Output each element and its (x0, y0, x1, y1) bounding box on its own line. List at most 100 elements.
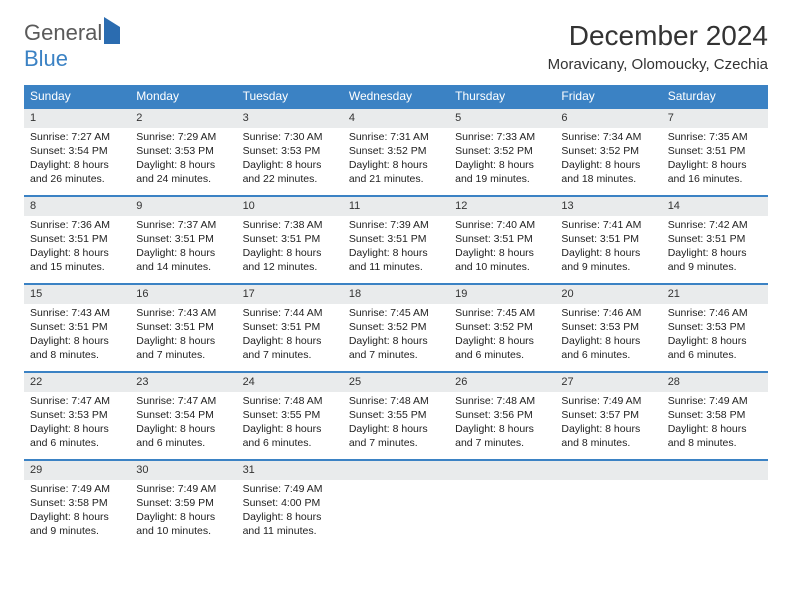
day-number (449, 461, 555, 480)
calendar-cell: 16Sunrise: 7:43 AMSunset: 3:51 PMDayligh… (130, 284, 236, 372)
day-number (662, 461, 768, 480)
calendar-cell: 29Sunrise: 7:49 AMSunset: 3:58 PMDayligh… (24, 460, 130, 548)
weekday-wednesday: Wednesday (343, 85, 449, 108)
weekday-thursday: Thursday (449, 85, 555, 108)
day-body: Sunrise: 7:39 AMSunset: 3:51 PMDaylight:… (343, 216, 449, 279)
daylight-line: Daylight: 8 hours and 7 minutes. (243, 334, 337, 362)
daylight-line: Daylight: 8 hours and 6 minutes. (455, 334, 549, 362)
daylight-line: Daylight: 8 hours and 6 minutes. (561, 334, 655, 362)
sunrise-line: Sunrise: 7:47 AM (30, 394, 124, 408)
weekday-tuesday: Tuesday (237, 85, 343, 108)
calendar-cell: 19Sunrise: 7:45 AMSunset: 3:52 PMDayligh… (449, 284, 555, 372)
day-body: Sunrise: 7:30 AMSunset: 3:53 PMDaylight:… (237, 128, 343, 191)
day-body: Sunrise: 7:47 AMSunset: 3:53 PMDaylight:… (24, 392, 130, 455)
day-number: 27 (555, 373, 661, 392)
logo-text-general: General (24, 20, 102, 45)
sunset-line: Sunset: 3:55 PM (349, 408, 443, 422)
sunset-line: Sunset: 3:52 PM (561, 144, 655, 158)
calendar-cell (343, 460, 449, 548)
weekday-sunday: Sunday (24, 85, 130, 108)
sunrise-line: Sunrise: 7:47 AM (136, 394, 230, 408)
daylight-line: Daylight: 8 hours and 7 minutes. (349, 422, 443, 450)
day-body: Sunrise: 7:36 AMSunset: 3:51 PMDaylight:… (24, 216, 130, 279)
sunset-line: Sunset: 3:54 PM (136, 408, 230, 422)
calendar-cell: 12Sunrise: 7:40 AMSunset: 3:51 PMDayligh… (449, 196, 555, 284)
day-body: Sunrise: 7:40 AMSunset: 3:51 PMDaylight:… (449, 216, 555, 279)
day-body: Sunrise: 7:43 AMSunset: 3:51 PMDaylight:… (130, 304, 236, 367)
day-number: 1 (24, 109, 130, 128)
calendar-cell: 13Sunrise: 7:41 AMSunset: 3:51 PMDayligh… (555, 196, 661, 284)
sunrise-line: Sunrise: 7:36 AM (30, 218, 124, 232)
sunset-line: Sunset: 3:51 PM (455, 232, 549, 246)
sunrise-line: Sunrise: 7:49 AM (243, 482, 337, 496)
sunset-line: Sunset: 3:51 PM (243, 232, 337, 246)
calendar-cell: 5Sunrise: 7:33 AMSunset: 3:52 PMDaylight… (449, 108, 555, 196)
daylight-line: Daylight: 8 hours and 22 minutes. (243, 158, 337, 186)
day-number: 9 (130, 197, 236, 216)
sunset-line: Sunset: 3:51 PM (349, 232, 443, 246)
calendar-table: Sunday Monday Tuesday Wednesday Thursday… (24, 85, 768, 548)
day-number: 20 (555, 285, 661, 304)
daylight-line: Daylight: 8 hours and 9 minutes. (30, 510, 124, 538)
daylight-line: Daylight: 8 hours and 26 minutes. (30, 158, 124, 186)
sunset-line: Sunset: 3:59 PM (136, 496, 230, 510)
day-body: Sunrise: 7:29 AMSunset: 3:53 PMDaylight:… (130, 128, 236, 191)
sunrise-line: Sunrise: 7:43 AM (136, 306, 230, 320)
day-body: Sunrise: 7:49 AMSunset: 3:58 PMDaylight:… (24, 480, 130, 543)
sunrise-line: Sunrise: 7:38 AM (243, 218, 337, 232)
calendar-body: 1Sunrise: 7:27 AMSunset: 3:54 PMDaylight… (24, 108, 768, 548)
sunrise-line: Sunrise: 7:31 AM (349, 130, 443, 144)
day-number: 24 (237, 373, 343, 392)
calendar-cell: 7Sunrise: 7:35 AMSunset: 3:51 PMDaylight… (662, 108, 768, 196)
calendar-cell: 30Sunrise: 7:49 AMSunset: 3:59 PMDayligh… (130, 460, 236, 548)
sunset-line: Sunset: 3:52 PM (349, 320, 443, 334)
logo: General Blue (24, 20, 120, 72)
daylight-line: Daylight: 8 hours and 14 minutes. (136, 246, 230, 274)
day-number: 13 (555, 197, 661, 216)
calendar-cell: 22Sunrise: 7:47 AMSunset: 3:53 PMDayligh… (24, 372, 130, 460)
sunrise-line: Sunrise: 7:45 AM (455, 306, 549, 320)
calendar-cell: 20Sunrise: 7:46 AMSunset: 3:53 PMDayligh… (555, 284, 661, 372)
day-body: Sunrise: 7:48 AMSunset: 3:55 PMDaylight:… (237, 392, 343, 455)
sunrise-line: Sunrise: 7:34 AM (561, 130, 655, 144)
calendar-cell: 1 Sunrise: 7:27 AMSunset: 3:54 PMDaylight… (24, 108, 130, 196)
daylight-line: Daylight: 8 hours and 21 minutes. (349, 158, 443, 186)
calendar-cell: 4Sunrise: 7:31 AMSunset: 3:52 PMDaylight… (343, 108, 449, 196)
day-body: Sunrise: 7:49 AMSunset: 4:00 PMDaylight:… (237, 480, 343, 543)
sunrise-line: Sunrise: 7:37 AM (136, 218, 230, 232)
sunset-line: Sunset: 3:53 PM (561, 320, 655, 334)
day-body: Sunrise: 7:49 AMSunset: 3:58 PMDaylight:… (662, 392, 768, 455)
daylight-line: Daylight: 8 hours and 19 minutes. (455, 158, 549, 186)
day-number: 15 (24, 285, 130, 304)
day-number: 21 (662, 285, 768, 304)
daylight-line: Daylight: 8 hours and 6 minutes. (30, 422, 124, 450)
calendar-cell: 2Sunrise: 7:29 AMSunset: 3:53 PMDaylight… (130, 108, 236, 196)
calendar-cell: 25Sunrise: 7:48 AMSunset: 3:55 PMDayligh… (343, 372, 449, 460)
calendar-cell: 24Sunrise: 7:48 AMSunset: 3:55 PMDayligh… (237, 372, 343, 460)
sunrise-line: Sunrise: 7:29 AM (136, 130, 230, 144)
calendar-cell: 26Sunrise: 7:48 AMSunset: 3:56 PMDayligh… (449, 372, 555, 460)
day-body: Sunrise: 7:46 AMSunset: 3:53 PMDaylight:… (662, 304, 768, 367)
daylight-line: Daylight: 8 hours and 10 minutes. (136, 510, 230, 538)
daylight-line: Daylight: 8 hours and 7 minutes. (349, 334, 443, 362)
sunrise-line: Sunrise: 7:35 AM (668, 130, 762, 144)
day-number: 31 (237, 461, 343, 480)
sunrise-line: Sunrise: 7:30 AM (243, 130, 337, 144)
daylight-line: Daylight: 8 hours and 6 minutes. (243, 422, 337, 450)
day-body: Sunrise: 7:45 AMSunset: 3:52 PMDaylight:… (343, 304, 449, 367)
sunrise-line: Sunrise: 7:49 AM (561, 394, 655, 408)
calendar-row: 29Sunrise: 7:49 AMSunset: 3:58 PMDayligh… (24, 460, 768, 548)
calendar-cell (555, 460, 661, 548)
weekday-saturday: Saturday (662, 85, 768, 108)
day-body: Sunrise: 7:42 AMSunset: 3:51 PMDaylight:… (662, 216, 768, 279)
sunset-line: Sunset: 3:51 PM (30, 320, 124, 334)
location: Moravicany, Olomoucky, Czechia (548, 56, 768, 73)
day-body: Sunrise: 7:48 AMSunset: 3:56 PMDaylight:… (449, 392, 555, 455)
calendar-cell: 8Sunrise: 7:36 AMSunset: 3:51 PMDaylight… (24, 196, 130, 284)
calendar-cell (449, 460, 555, 548)
sunset-line: Sunset: 3:51 PM (30, 232, 124, 246)
sunrise-line: Sunrise: 7:27 AM (30, 130, 124, 144)
sunset-line: Sunset: 3:54 PM (30, 144, 124, 158)
day-body: Sunrise: 7:46 AMSunset: 3:53 PMDaylight:… (555, 304, 661, 367)
calendar-row: 22Sunrise: 7:47 AMSunset: 3:53 PMDayligh… (24, 372, 768, 460)
